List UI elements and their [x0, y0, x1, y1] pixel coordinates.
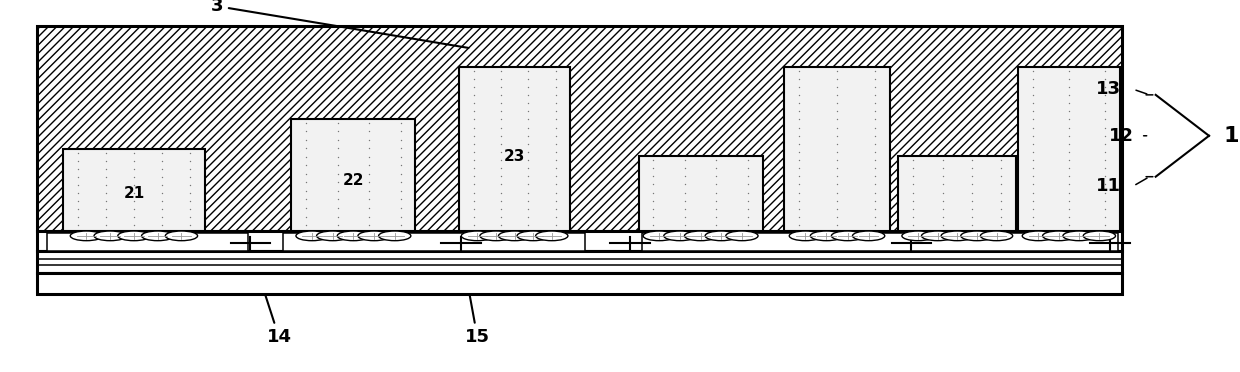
Circle shape [378, 231, 410, 241]
Text: 23: 23 [503, 150, 526, 164]
Bar [283, 233, 585, 251]
Circle shape [663, 231, 696, 241]
Circle shape [517, 231, 549, 241]
Circle shape [94, 231, 126, 241]
Bar [62, 149, 206, 231]
Bar [639, 156, 763, 231]
Text: 21: 21 [123, 186, 145, 201]
Circle shape [921, 231, 954, 241]
Circle shape [118, 231, 150, 241]
Circle shape [725, 231, 758, 241]
Circle shape [1084, 231, 1116, 241]
Bar [898, 156, 1017, 231]
Circle shape [358, 231, 391, 241]
Circle shape [981, 231, 1013, 241]
Text: 1: 1 [1224, 126, 1239, 146]
Circle shape [1063, 231, 1095, 241]
Circle shape [316, 231, 348, 241]
Circle shape [71, 231, 103, 241]
Circle shape [901, 231, 934, 241]
Circle shape [165, 231, 197, 241]
Bar [642, 233, 911, 251]
Circle shape [941, 231, 973, 241]
Bar [37, 231, 1122, 251]
Bar [459, 67, 570, 231]
Circle shape [684, 231, 717, 241]
Circle shape [706, 231, 738, 241]
Circle shape [498, 231, 531, 241]
Text: 12: 12 [1109, 127, 1133, 145]
Text: 3: 3 [211, 0, 469, 48]
Bar [1018, 67, 1120, 231]
Circle shape [461, 231, 494, 241]
Bar [37, 26, 1122, 231]
Circle shape [961, 231, 993, 241]
Bar [47, 233, 248, 251]
Bar [911, 233, 1118, 251]
Circle shape [141, 231, 174, 241]
Circle shape [536, 231, 568, 241]
Circle shape [1043, 231, 1075, 241]
Circle shape [811, 231, 843, 241]
Text: 11: 11 [1096, 177, 1121, 195]
Text: 13: 13 [1096, 80, 1121, 98]
Circle shape [790, 231, 822, 241]
Text: 15: 15 [461, 252, 490, 346]
Bar [291, 119, 415, 231]
Circle shape [296, 231, 329, 241]
Circle shape [1022, 231, 1054, 241]
Circle shape [644, 231, 676, 241]
Text: 22: 22 [342, 173, 365, 188]
Circle shape [832, 231, 864, 241]
Text: 14: 14 [252, 252, 291, 346]
Bar [37, 273, 1122, 294]
Circle shape [853, 231, 885, 241]
Bar [37, 251, 1122, 273]
Circle shape [337, 231, 370, 241]
Bar [785, 67, 890, 231]
Circle shape [480, 231, 512, 241]
